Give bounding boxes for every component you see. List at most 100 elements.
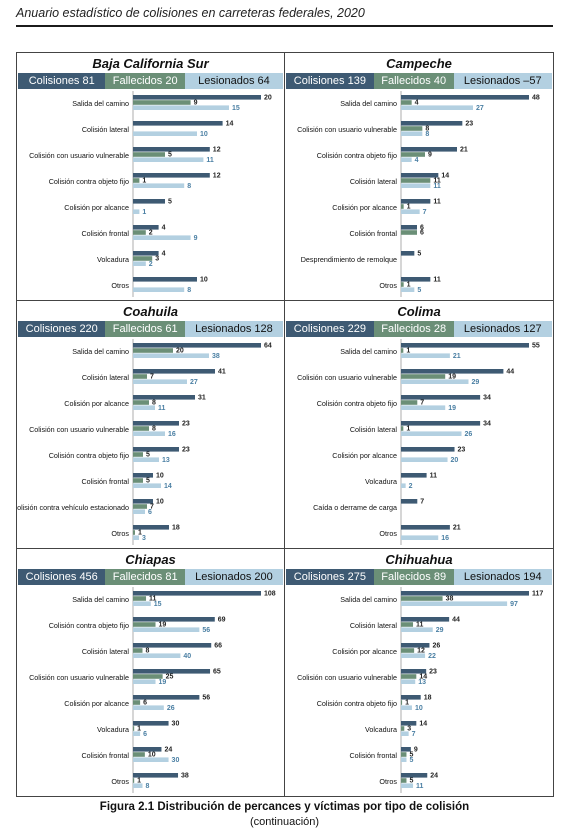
summary-bar: Colisiones 81 Fallecidos 20 Lesionados 64 (18, 73, 283, 89)
bar-lesionados (133, 209, 140, 214)
bar-fallecidos (401, 126, 423, 131)
data-label-colisiones: 23 (429, 668, 437, 675)
bar-lesionados (133, 535, 139, 540)
data-label-lesionados: 4 (415, 157, 419, 164)
chart-title: Coahuila (123, 304, 178, 319)
bar-fallecidos (401, 282, 404, 287)
bar-colisiones (133, 199, 165, 204)
bar-lesionados (133, 183, 185, 188)
category-label: Caída o derrame de carga (313, 503, 397, 512)
category-label: Colisión frontal (349, 229, 397, 238)
summary-colisiones: Colisiones 139 (286, 73, 374, 89)
data-label-fallecidos: 1 (137, 726, 141, 733)
bar-fallecidos (401, 100, 412, 105)
data-label-colisiones: 117 (532, 590, 543, 597)
data-label-colisiones: 55 (532, 342, 540, 349)
bar-fallecidos (133, 530, 135, 535)
data-label-fallecidos: 7 (150, 504, 154, 511)
bar-colisiones (401, 669, 427, 674)
data-label-fallecidos: 19 (159, 622, 167, 629)
summary-lesionados: Lesionados 127 (453, 321, 552, 337)
category-label: Colisión por alcance (64, 399, 129, 408)
category-label: Colisión por alcance (64, 699, 129, 708)
data-label-fallecidos: 38 (446, 596, 454, 603)
data-label-fallecidos: 5 (146, 478, 150, 485)
category-label: Colisión contra objeto fijo (49, 451, 129, 460)
bar-lesionados (401, 705, 412, 710)
category-label: Colisión frontal (81, 229, 129, 238)
bar-colisiones (133, 591, 261, 596)
category-label: Salida del camino (72, 99, 129, 108)
bar-fallecidos (133, 504, 147, 509)
category-label: Colisión con usuario vulnerable (29, 151, 129, 160)
document-header-text: Anuario estadístico de colisiones en car… (16, 6, 365, 20)
bar-colisiones (401, 499, 418, 504)
data-label-lesionados: 14 (164, 483, 172, 490)
data-label-fallecidos: 20 (176, 348, 184, 355)
bar-lesionados (401, 379, 469, 384)
bar-fallecidos (133, 752, 145, 757)
data-label-colisiones: 34 (483, 394, 491, 401)
chart-panel: Campeche Colisiones 139 Fallecidos 40 Lesio… (285, 53, 553, 301)
category-label: Colisión con usuario vulnerable (297, 373, 397, 382)
data-label-fallecidos: 12 (417, 648, 425, 655)
bar-colisiones (133, 617, 215, 622)
data-label-fallecidos: 5 (409, 752, 413, 759)
data-label-colisiones: 10 (156, 498, 164, 505)
bar-colisiones (133, 721, 169, 726)
chart-title: Chihuahua (385, 552, 453, 567)
data-label-fallecidos: 7 (420, 400, 424, 407)
summary-bar: Colisiones 139 Fallecidos 40 Lesionados –5… (286, 73, 552, 89)
bar-fallecidos (133, 478, 143, 483)
bar-fallecidos (401, 648, 415, 653)
bar-colisiones (401, 473, 427, 478)
bar-colisiones (401, 773, 428, 778)
bar-lesionados (401, 405, 446, 410)
bar-lesionados (401, 209, 420, 214)
summary-lesionados: Lesionados 194 (453, 569, 552, 585)
bar-colisiones (133, 643, 212, 648)
bar-lesionados (401, 783, 414, 788)
bar-lesionados (401, 457, 448, 462)
data-label-lesionados: 27 (476, 105, 484, 112)
data-label-fallecidos: 25 (166, 674, 174, 681)
category-label: Salida del camino (340, 347, 397, 356)
bar-lesionados (133, 731, 141, 736)
bar-fallecidos (133, 152, 165, 157)
category-label: Otros (379, 281, 397, 290)
bar-colisiones (401, 747, 411, 752)
category-label: Otros (111, 281, 129, 290)
summary-bar: Colisiones 456 Fallecidos 81 Lesionados 20… (18, 569, 283, 585)
bar-lesionados (133, 783, 143, 788)
data-label-fallecidos: 1 (405, 700, 409, 707)
bar-lesionados (401, 431, 462, 436)
bar-colisiones (133, 251, 159, 256)
data-label-lesionados: 40 (183, 653, 191, 660)
bar-lesionados (133, 431, 165, 436)
summary-lesionados: Lesionados 128 (184, 321, 283, 337)
bar-lesionados (401, 757, 407, 762)
bar-fallecidos (401, 752, 407, 757)
bar-lesionados (401, 353, 450, 358)
bar-colisiones (401, 643, 430, 648)
data-label-colisiones: 5 (168, 198, 172, 205)
data-label-colisiones: 24 (164, 746, 172, 753)
bar-colisiones (133, 499, 153, 504)
bar-colisiones (133, 695, 200, 700)
data-label-lesionados: 5 (409, 757, 413, 764)
data-label-lesionados: 13 (418, 679, 426, 686)
bar-fallecidos (401, 596, 443, 601)
category-label: Salida del camino (72, 347, 129, 356)
bar-colisiones (401, 721, 417, 726)
summary-bar: Colisiones 229 Fallecidos 28 Lesionados 12… (286, 321, 552, 337)
bar-lesionados (401, 535, 439, 540)
chart-title: Baja California Sur (92, 56, 209, 71)
chart-title: Campeche (386, 56, 452, 71)
bar-lesionados (133, 379, 187, 384)
summary-fallecidos: Fallecidos 61 (105, 321, 185, 337)
figure-caption: Figura 2.1 Distribución de percances y v… (99, 801, 470, 813)
bar-colisiones (401, 617, 450, 622)
data-label-fallecidos: 9 (194, 100, 198, 107)
